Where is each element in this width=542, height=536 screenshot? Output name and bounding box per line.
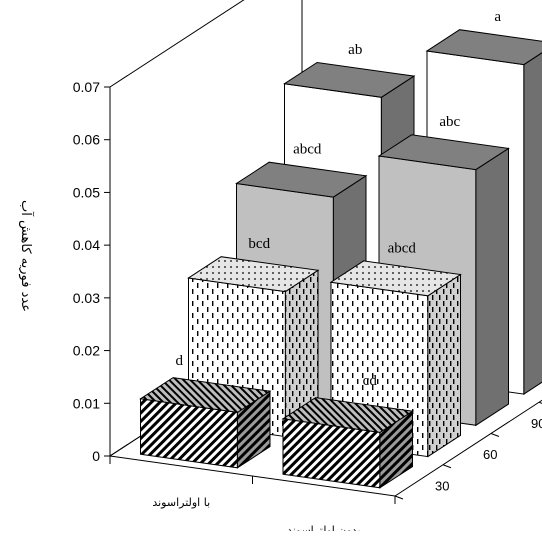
- x-category-label: بدون اولتراسوند: [287, 524, 361, 531]
- bar-side-face: [428, 275, 461, 457]
- y-tick-label: 0.02: [73, 343, 100, 359]
- y-tick-label: 0.01: [73, 395, 100, 411]
- depth-tick-label: 30: [435, 478, 449, 493]
- bar-side-face: [524, 43, 542, 394]
- bar-data-label: abcd: [293, 142, 322, 158]
- y-tick-label: 0.03: [73, 290, 100, 306]
- bar: [283, 398, 413, 488]
- bar-data-label: abc: [439, 114, 460, 130]
- y-tick-label: 0.07: [73, 79, 100, 95]
- bar-data-label: d: [176, 353, 184, 369]
- depth-tick: [491, 434, 499, 437]
- bar-data-label: cd: [363, 373, 378, 389]
- depth-tick-label: 90: [531, 416, 542, 431]
- depth-tick: [443, 465, 451, 468]
- y-tick-label: 0: [92, 448, 100, 464]
- y-tick-label: 0.04: [73, 237, 100, 253]
- depth-tick-label: 60: [483, 447, 497, 462]
- bar-side-face: [476, 148, 509, 425]
- depth-tick: [395, 496, 403, 499]
- x-category-label: با اولتراسوند: [152, 496, 210, 509]
- y-tick-label: 0.06: [73, 132, 100, 148]
- bar-data-label: ab: [348, 42, 362, 58]
- bars: [141, 30, 542, 488]
- y-axis-title: عدد فوریه کاهش آب: [18, 200, 35, 312]
- bar: [141, 378, 271, 468]
- bar-data-label: abcd: [388, 240, 417, 256]
- bar-data-label: bcd: [248, 236, 270, 252]
- y-tick-label: 0.05: [73, 184, 100, 200]
- bar-data-label: a: [494, 9, 501, 25]
